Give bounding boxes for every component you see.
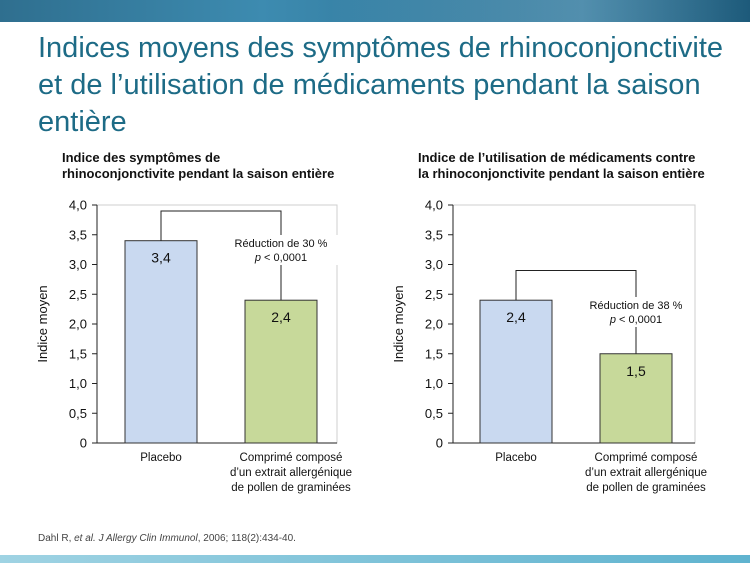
y-tick-label: 3,0 [425,257,443,272]
x-category-label: de pollen de graminées [231,482,351,494]
reference-journal: J Allergy Clin Immunol [98,533,198,544]
reduction-label: Réduction de 30 % [235,238,328,250]
y-tick-label: 0,5 [69,406,87,421]
bar-treatment [244,299,318,444]
bar-value-label: 3,4 [151,250,171,266]
y-tick-label: 1,5 [69,346,87,361]
y-tick-label: 3,5 [425,227,443,242]
chart-title-line: rhinoconjonctivite pendant la saison ent… [62,166,335,181]
x-category-label: Comprimé composé [595,452,698,464]
x-category-label: d’un extrait allergénique [230,467,352,479]
header-shine [330,0,750,22]
y-axis-label: Indice moyen [35,285,50,362]
p-symbol: p [609,314,616,326]
y-tick-label: 4,0 [425,198,443,213]
p-value: < 0,0001 [261,252,307,264]
annotation-background [578,297,694,327]
p-value: < 0,0001 [616,314,662,326]
p-value-label: p < 0,0001 [609,314,662,326]
x-category-label: d’un extrait allergénique [585,467,707,479]
reduction-label: Réduction de 38 % [590,300,683,312]
p-value-label: p < 0,0001 [254,252,307,264]
chart-title-symptoms: Indice des symptômes de rhinoconjonctivi… [62,150,392,182]
reference-details: , 2006; 118(2):434-40. [197,533,296,544]
x-category-label: Comprimé composé [240,452,343,464]
x-category-label: Placebo [140,452,182,464]
y-tick-label: 1,0 [69,376,87,391]
y-tick-label: 0 [80,436,87,451]
bar-placebo [124,240,198,444]
reference-authors: Dahl R, [38,533,75,544]
chart-title-medication: Indice de l’utilisation de médicaments c… [418,150,748,182]
y-tick-label: 2,0 [69,317,87,332]
bar-value-label: 2,4 [506,309,526,325]
y-tick-label: 4,0 [69,198,87,213]
y-tick-label: 2,0 [425,317,443,332]
header-bar [0,0,750,22]
x-category-label: de pollen de graminées [586,482,706,494]
bar-value-label: 1,5 [626,363,646,379]
y-tick-label: 1,0 [425,376,443,391]
x-category-label: Placebo [495,452,537,464]
y-tick-label: 0,5 [425,406,443,421]
footer-bar [0,555,750,563]
reference-etal: et al. [74,533,96,544]
p-symbol: p [254,252,261,264]
chart-title-line: Indice des symptômes de [62,150,221,165]
slide-title: Indices moyens des symptômes de rhinocon… [38,32,724,138]
y-tick-label: 1,5 [425,346,443,361]
chart-title-line: la rhinoconjonctivite pendant la saison … [418,166,705,181]
bar-value-label: 2,4 [271,309,291,325]
y-axis-label: Indice moyen [391,285,406,362]
bar-placebo [479,299,553,444]
chart-title-line: Indice de l’utilisation de médicaments c… [418,150,696,165]
y-tick-label: 3,5 [69,227,87,242]
y-tick-label: 2,5 [425,287,443,302]
y-tick-label: 3,0 [69,257,87,272]
y-tick-label: 2,5 [69,287,87,302]
annotation-background [223,235,339,265]
reference-citation: Dahl R, et al. J Allergy Clin Immunol, 2… [38,533,296,544]
y-tick-label: 0 [436,436,443,451]
